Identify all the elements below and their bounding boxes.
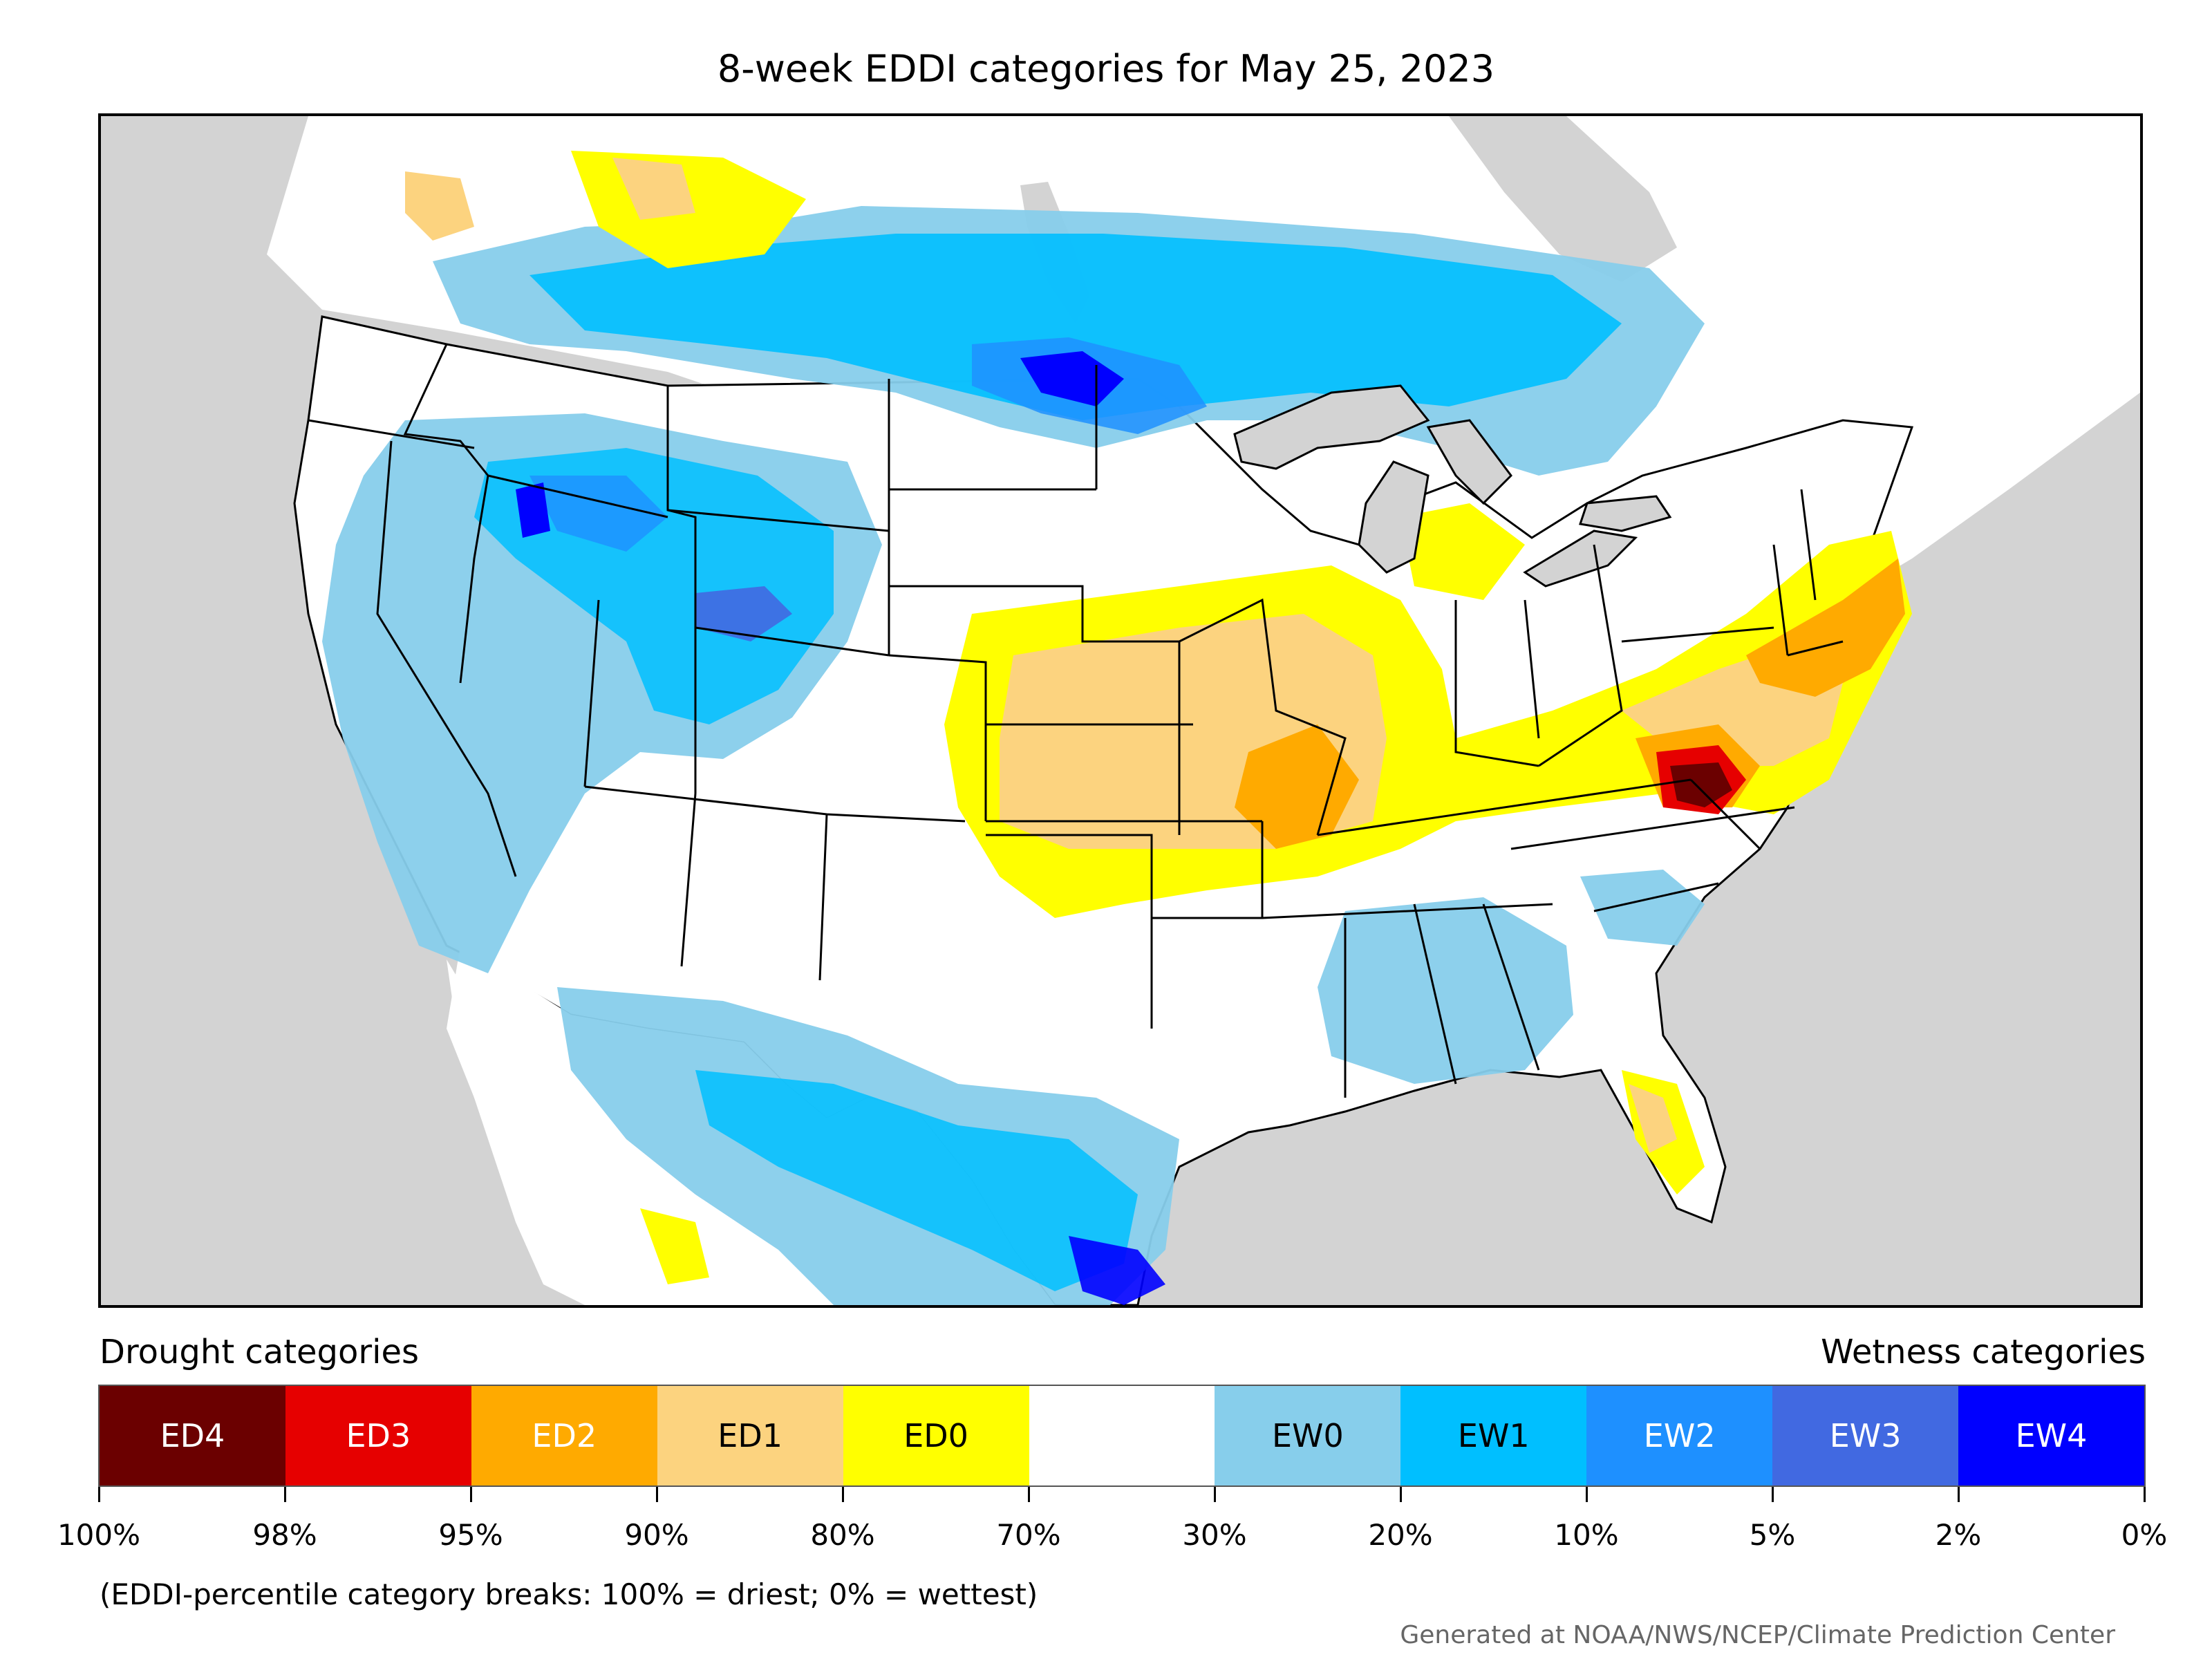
- colorbar-tick: [1958, 1487, 1960, 1502]
- colorbar-tick-label: 100%: [57, 1518, 141, 1552]
- colorbar-tick: [1586, 1487, 1588, 1502]
- colorbar-cell-ew0: EW0: [1215, 1386, 1401, 1485]
- colorbar-tick: [1028, 1487, 1030, 1502]
- colorbar-cell-ed2: ED2: [471, 1386, 657, 1485]
- colorbar-cell-ed1: ED1: [657, 1386, 843, 1485]
- colorbar-tick: [1214, 1487, 1216, 1502]
- colorbar-tick: [1772, 1487, 1774, 1502]
- colorbar-cell-ew2: EW2: [1586, 1386, 1773, 1485]
- wetness-caption: Wetness categories: [1821, 1333, 2146, 1371]
- state-borders: [308, 344, 1844, 1098]
- colorbar-tick-label: 90%: [624, 1518, 689, 1552]
- hudson-bay-water: [1449, 116, 1677, 282]
- colorbar-tick: [842, 1487, 844, 1502]
- colorbar-tick-label: 10%: [1554, 1518, 1619, 1552]
- colorbar-tick: [284, 1487, 286, 1502]
- category-colorbar: ED4 ED3 ED2 ED1 ED0 EW0 EW1 EW2 EW3 EW4: [98, 1385, 2146, 1487]
- colorbar-tick-label: 70%: [996, 1518, 1061, 1552]
- drought-caption: Drought categories: [100, 1333, 419, 1371]
- colorbar-cell-ew1: EW1: [1400, 1386, 1587, 1485]
- baja-land: [447, 959, 599, 1305]
- colorbar-tick: [470, 1487, 472, 1502]
- colorbar-tick-label: 20%: [1368, 1518, 1433, 1552]
- great-lakes-water: [1233, 384, 1672, 588]
- colorbar-tick-label: 80%: [810, 1518, 875, 1552]
- colorbar-tick-label: 98%: [252, 1518, 317, 1552]
- colorbar-cell-ed0: ED0: [843, 1386, 1029, 1485]
- colorbar-cell-ed4: ED4: [100, 1386, 285, 1485]
- credit-line: Generated at NOAA/NWS/NCEP/Climate Predi…: [1400, 1621, 2115, 1649]
- footnote: (EDDI-percentile category breaks: 100% =…: [100, 1577, 1038, 1611]
- colorbar-cell-ew4: EW4: [1958, 1386, 2144, 1485]
- colorbar-tick-label: 95%: [438, 1518, 503, 1552]
- colorbar-tick: [1400, 1487, 1402, 1502]
- colorbar-tick-label: 2%: [1935, 1518, 1982, 1552]
- colorbar-tick-label: 5%: [1749, 1518, 1796, 1552]
- colorbar-cell-ew3: EW3: [1772, 1386, 1959, 1485]
- colorbar-tick: [656, 1487, 658, 1502]
- map-title: 8-week EDDI categories for May 25, 2023: [717, 47, 1495, 91]
- colorbar-cell-ed3: ED3: [285, 1386, 471, 1485]
- colorbar-tick-label: 30%: [1182, 1518, 1247, 1552]
- us-map-svg: [267, 116, 2140, 1305]
- colorbar-tick-label: 0%: [2121, 1518, 2168, 1552]
- colorbar-tick: [2144, 1487, 2146, 1502]
- colorbar-cell-normal: [1029, 1386, 1215, 1485]
- colorbar-tick: [98, 1487, 100, 1502]
- eddi-map: [98, 113, 2143, 1308]
